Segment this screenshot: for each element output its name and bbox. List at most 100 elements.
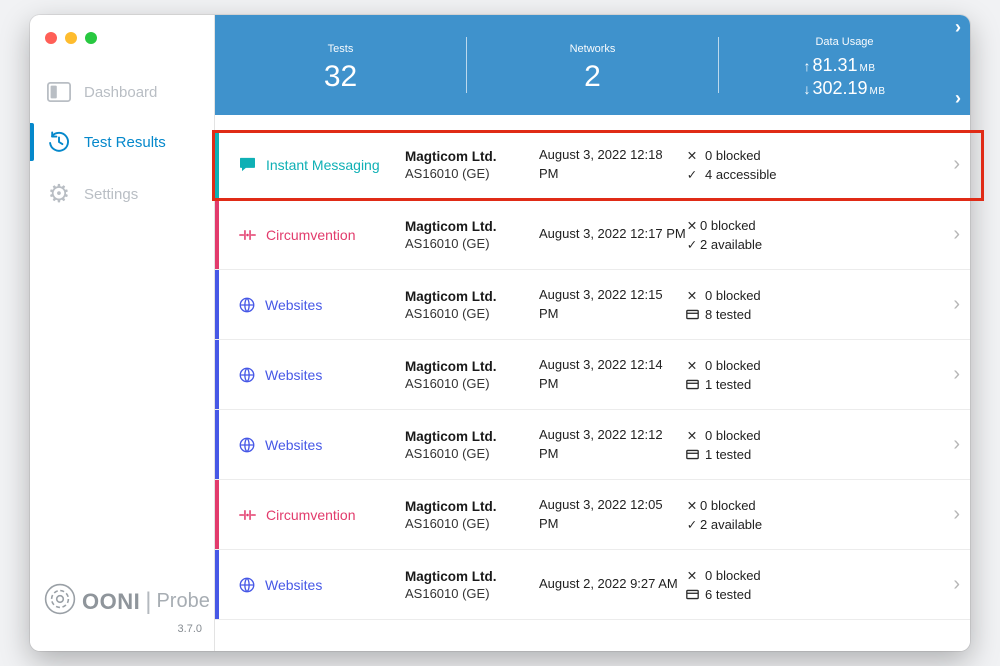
result-date: August 2, 2022 9:27 AM — [539, 576, 678, 592]
stat-line: ✕ 0 blocked — [686, 147, 761, 163]
stat-line: ✕ 0 blocked — [686, 357, 761, 373]
row-chevron-icon[interactable]: › — [953, 573, 960, 595]
stat-label: Tests — [327, 42, 354, 55]
upload-arrow-icon: ↑ — [803, 57, 811, 74]
result-date: August 3, 2022 12:05 PM — [539, 497, 663, 531]
header-chevron-icon[interactable]: › — [955, 88, 961, 108]
test-name: Websites — [265, 576, 323, 593]
minimize-window-button[interactable] — [65, 32, 77, 44]
network-name: Magticom Ltd. — [405, 218, 497, 234]
history-icon — [46, 130, 72, 154]
test-color-bar — [215, 200, 219, 269]
result-row[interactable]: Websites Magticom Ltd. AS16010 (GE) Augu… — [215, 270, 970, 340]
stat-line: ✓ 2 available — [686, 516, 763, 532]
logo-divider: | — [145, 587, 152, 615]
stat-networks: Networks 2 — [467, 15, 718, 115]
row-chevron-icon[interactable]: › — [953, 433, 960, 455]
result-stats: ✕ 0 blocked 8 tested — [685, 288, 870, 322]
test-name: Circumvention — [266, 226, 356, 243]
result-row[interactable]: Websites Magticom Ltd. AS16010 (GE) Augu… — [215, 340, 970, 410]
dashboard-icon — [46, 82, 72, 102]
result-date: August 3, 2022 12:14 PM — [539, 357, 663, 391]
sidebar-item-label: Settings — [84, 185, 139, 203]
blocked-x-icon: ✕ — [686, 427, 698, 443]
tested-card-icon — [685, 309, 699, 320]
result-stats: ✕ 0 blocked 1 tested — [685, 358, 870, 392]
accessible-check-icon: ✓ — [686, 166, 698, 182]
test-name: Websites — [265, 366, 323, 383]
test-color-bar — [215, 340, 219, 409]
close-window-button[interactable] — [45, 32, 57, 44]
stat-label: Networks — [569, 42, 616, 55]
result-stats: ✕ 0 blocked ✓ 2 available — [685, 218, 870, 252]
window-controls — [30, 15, 214, 44]
network-name: Magticom Ltd. — [405, 358, 497, 374]
result-stats: ✕ 0 blocked ✓ 4 accessible — [685, 148, 870, 182]
zoom-window-button[interactable] — [85, 32, 97, 44]
active-indicator — [30, 123, 34, 161]
stat-line: 1 tested — [685, 447, 870, 462]
result-date: August 3, 2022 12:17 PM — [539, 226, 686, 242]
stat-line: ✕ 0 blocked — [686, 567, 761, 583]
result-row[interactable]: Circumvention Magticom Ltd. AS16010 (GE)… — [215, 480, 970, 550]
test-color-bar — [215, 270, 219, 339]
ooni-logo-icon — [43, 582, 77, 621]
row-chevron-icon[interactable]: › — [953, 363, 960, 385]
blocked-x-icon: ✕ — [686, 497, 698, 513]
stat-value: 32 — [323, 59, 358, 93]
blocked-x-icon: ✕ — [686, 147, 698, 163]
stat-data-usage: Data Usage ↑ 81.31 MB ↓ 302.19 MB — [719, 15, 970, 115]
stat-line: 8 tested — [685, 307, 870, 322]
network-name: Magticom Ltd. — [405, 568, 497, 584]
result-row[interactable]: Circumvention Magticom Ltd. AS16010 (GE)… — [215, 200, 970, 270]
network-asn: AS16010 (GE) — [405, 305, 490, 321]
network-name: Magticom Ltd. — [405, 148, 497, 164]
blocked-x-icon: ✕ — [686, 217, 698, 233]
header-chevron-top-icon[interactable]: › — [955, 17, 961, 37]
logo-product-text: Probe — [156, 590, 210, 612]
logo-brand-text: OONI — [82, 588, 141, 614]
row-chevron-icon[interactable]: › — [953, 153, 960, 175]
circumvention-icon — [239, 508, 256, 522]
stat-value: 2 — [584, 59, 601, 93]
row-chevron-icon[interactable]: › — [953, 503, 960, 525]
result-row[interactable]: Websites Magticom Ltd. AS16010 (GE) Augu… — [215, 550, 970, 620]
test-color-bar — [215, 410, 219, 479]
row-chevron-icon[interactable]: › — [953, 223, 960, 245]
stat-line: ✕ 0 blocked — [686, 497, 756, 513]
sidebar-footer: OONI | Probe 3.7.0 — [30, 582, 210, 635]
chat-icon — [239, 157, 256, 172]
app-window: Dashboard Test Results ⚙ Settings OONI — [30, 15, 970, 651]
result-row[interactable]: Instant Messaging Magticom Ltd. AS16010 … — [215, 130, 970, 200]
circumvention-icon — [239, 228, 256, 242]
ooni-logo: OONI | Probe — [30, 582, 210, 621]
sidebar-item-settings[interactable]: ⚙ Settings — [30, 168, 214, 220]
upload-usage: ↑ 81.31 MB — [803, 55, 875, 76]
network-asn: AS16010 (GE) — [405, 515, 490, 531]
result-stats: ✕ 0 blocked ✓ 2 available — [685, 498, 870, 532]
sidebar-item-dashboard[interactable]: Dashboard — [30, 68, 214, 116]
upload-unit: MB — [859, 62, 876, 74]
sidebar-nav: Dashboard Test Results ⚙ Settings — [30, 68, 214, 220]
stat-line: ✓ 2 available — [686, 236, 763, 252]
test-color-bar — [215, 480, 219, 549]
row-chevron-icon[interactable]: › — [953, 293, 960, 315]
globe-icon — [239, 437, 255, 453]
result-stats: ✕ 0 blocked 6 tested — [685, 568, 870, 602]
sidebar-item-test-results[interactable]: Test Results — [30, 116, 214, 168]
stat-line: ✕ 0 blocked — [686, 287, 761, 303]
sidebar-item-label: Dashboard — [84, 83, 158, 101]
globe-icon — [239, 367, 255, 383]
blocked-x-icon: ✕ — [686, 567, 698, 583]
result-row[interactable]: Websites Magticom Ltd. AS16010 (GE) Augu… — [215, 410, 970, 480]
result-date: August 3, 2022 12:12 PM — [539, 427, 663, 461]
test-name: Circumvention — [266, 506, 356, 523]
stat-line: 1 tested — [685, 377, 870, 392]
network-name: Magticom Ltd. — [405, 288, 497, 304]
blocked-x-icon: ✕ — [686, 357, 698, 373]
stat-line: ✕ 0 blocked — [686, 217, 756, 233]
accessible-check-icon: ✓ — [686, 516, 698, 532]
stat-line: ✓ 4 accessible — [686, 166, 777, 182]
network-asn: AS16010 (GE) — [405, 445, 490, 461]
stat-line: 6 tested — [685, 587, 870, 602]
